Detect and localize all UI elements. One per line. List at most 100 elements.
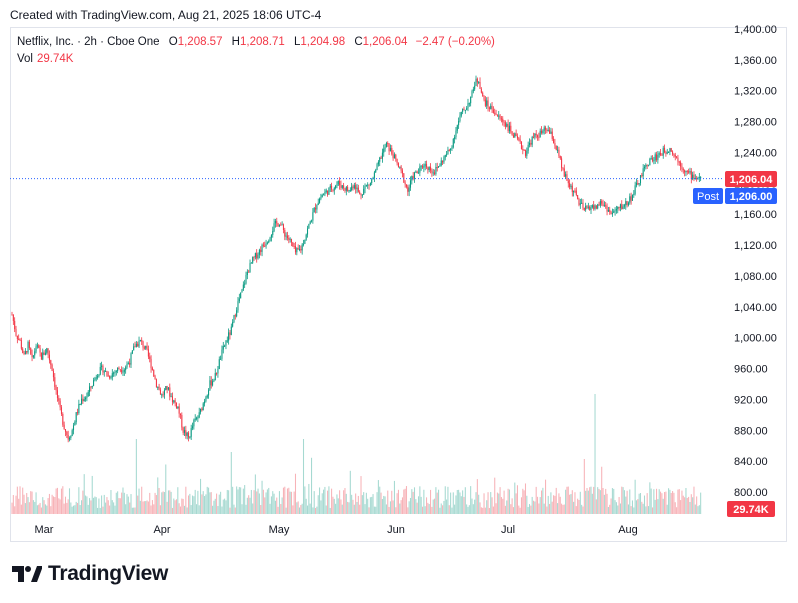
volume-bar [228, 490, 230, 514]
volume-bar [498, 493, 500, 514]
candle-body [694, 178, 696, 180]
volume-bar [154, 492, 156, 514]
candle-body [277, 223, 279, 227]
candle-body [377, 161, 379, 165]
tradingview-logo[interactable]: TradingView [12, 562, 168, 586]
candle-body [565, 174, 567, 177]
volume-bar [256, 491, 258, 514]
candle-body [619, 204, 621, 208]
candle-body [405, 184, 408, 187]
candle-body [237, 301, 239, 311]
volume-bar [454, 504, 456, 514]
volume-bar [26, 493, 28, 514]
volume-bar [643, 495, 646, 514]
candle-body [319, 198, 321, 203]
volume-bar [411, 489, 413, 514]
volume-bar [131, 507, 133, 514]
candle-body [349, 189, 351, 191]
candle-body [102, 365, 104, 373]
volume-bar [534, 501, 536, 514]
x-tick-label: Jul [501, 524, 515, 536]
candle-body [464, 109, 466, 111]
candle-body [110, 377, 112, 379]
volume-bar [315, 507, 317, 514]
candle-body [661, 154, 663, 156]
volume-bar [153, 504, 155, 514]
volume-bar [257, 488, 259, 514]
candle-body [193, 419, 195, 427]
volume-bar [677, 489, 679, 514]
volume-bar [55, 488, 57, 514]
volume-bar [599, 490, 601, 514]
candle-body [646, 164, 648, 166]
candle-body [306, 228, 309, 235]
candle-body [105, 370, 107, 372]
candle-body [355, 185, 357, 190]
volume-bar [380, 492, 382, 514]
candle-body [242, 284, 244, 290]
volume-bar [72, 505, 75, 514]
volume-bar [512, 507, 514, 514]
volume-bar [337, 498, 339, 514]
candle-body [159, 389, 161, 395]
volume-bar [401, 497, 403, 514]
volume-bar [520, 497, 523, 514]
volume-bar [456, 489, 458, 514]
volume-bar [149, 492, 151, 514]
candle-body [174, 400, 176, 403]
volume-bar [458, 489, 460, 514]
volume-bar [137, 495, 139, 514]
candle-body [510, 125, 512, 132]
candle-body [618, 207, 620, 209]
volume-bar [262, 489, 264, 514]
volume-bar [343, 490, 345, 514]
candle-body [155, 379, 157, 388]
volume-bar [681, 490, 683, 514]
candle-body [24, 351, 26, 354]
candle-body [535, 133, 537, 136]
volume-bar [567, 486, 569, 514]
volume-bar [229, 507, 231, 514]
volume-bar [311, 457, 313, 514]
volume-bar [526, 495, 528, 514]
candle-body [634, 185, 636, 194]
candle-body [224, 345, 226, 347]
candle-body [177, 406, 179, 409]
candle-body [365, 185, 367, 187]
candle-body [452, 138, 454, 148]
candle-body [368, 184, 370, 186]
volume-bar [519, 507, 521, 514]
volume-bar [578, 499, 580, 514]
candle-body [673, 154, 675, 156]
candle-body [47, 348, 49, 355]
volume-bar [44, 504, 46, 514]
candle-body [409, 180, 412, 188]
candle-body [111, 373, 113, 378]
candle-body [496, 114, 498, 116]
chart-frame[interactable] [10, 27, 787, 542]
volume-bar [626, 490, 628, 514]
candle-body [527, 144, 529, 151]
volume-bar [536, 496, 539, 514]
candle-body [417, 172, 420, 174]
candle-body [131, 350, 133, 354]
candle-body [660, 153, 662, 155]
volume-bar [404, 488, 406, 514]
volume-bar [491, 497, 493, 514]
candle-body [456, 125, 458, 131]
volume-bar [486, 500, 488, 514]
candle-body [439, 165, 441, 167]
volume-bar [440, 503, 442, 514]
candle-body [482, 92, 484, 97]
volume-bar [93, 497, 95, 514]
candle-body [44, 352, 46, 355]
candle-body [672, 151, 674, 155]
candle-body [178, 406, 180, 414]
candle-body [117, 367, 119, 372]
candle-body [420, 165, 422, 167]
candle-body [348, 190, 350, 192]
volume-bar [142, 501, 144, 514]
volume-bar [290, 491, 293, 514]
volume-bar [397, 489, 399, 514]
